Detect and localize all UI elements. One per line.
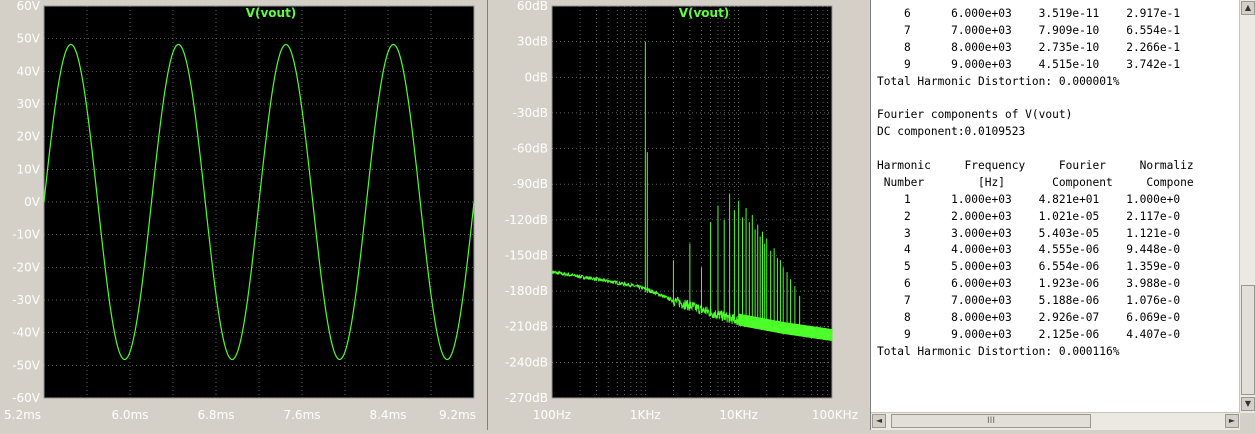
y-tick-label: 20V [17,130,41,144]
splitter[interactable] [478,0,487,430]
scroll-corner [1240,413,1255,430]
log-line: 7 7.000e+03 5.188e-06 1.076e-0 [877,294,1181,308]
log-line: Harmonic Frequency Fourier Normaliz [877,159,1194,173]
y-tick-label: -60V [12,391,41,405]
scroll-left-button[interactable]: ◄ [872,414,886,428]
x-tick-label: 100Hz [533,408,571,422]
y-tick-label: -20V [12,260,41,274]
vertical-scrollbar[interactable]: ▲ ▼ [1239,0,1255,413]
log-line: 6 6.000e+03 3.519e-11 2.917e-1 [877,7,1181,20]
x-tick-label: 6.0ms [111,408,148,422]
x-tick-label: 100KHz [812,408,858,422]
scroll-thumb-horizontal[interactable]: III [891,414,1091,428]
time-domain-pane: 60V 50V 40V 30V 20V 10V 0V -10V -20V -30V -40V -50V… [0,0,479,430]
fourier-log-text: 6 6.000e+03 3.519e-11 2.917e-1 7 7.000e+… [877,6,1229,396]
log-line [877,141,1229,158]
log-line: 7 7.000e+03 7.909e-10 6.554e-1 [877,23,1181,37]
log-line: 4 4.000e+03 4.555e-06 9.448e-0 [877,243,1181,257]
log-line: 5 5.000e+03 6.554e-06 1.359e-0 [877,260,1181,274]
log-line: 1 1.000e+03 4.821e+01 1.000e+0 [877,192,1181,206]
log-line: DC component:0.0109523 [877,125,1026,139]
fft-chart[interactable]: 60dB 30dB 0dB -30dB -60dB -90dB -120dB -150dB -1… [488,0,862,430]
trace-label: V(vout) [246,6,297,20]
log-line [877,90,1229,107]
y-tick-label: -40V [12,326,41,340]
y-tick-label: 60V [17,0,41,13]
x-tick-label: 9.2ms [439,408,476,422]
fft-pane: 60dB 30dB 0dB -30dB -60dB -90dB -120dB -150dB -1… [487,0,863,430]
splitter[interactable] [861,0,870,430]
y-tick-label: 60dB [517,0,548,13]
y-tick-label: -210dB [505,320,548,334]
y-tick-label: -60dB [513,142,548,156]
time-domain-chart[interactable]: 60V 50V 40V 30V 20V 10V 0V -10V -20V -30V -40V -50V… [0,0,478,430]
plot-area [551,5,833,399]
y-tick-label: 10V [17,162,41,176]
x-tick-label: 10KHz [719,408,757,422]
log-line: 8 8.000e+03 2.735e-10 2.266e-1 [877,40,1181,54]
log-line: Number [Hz] Component Compone [877,175,1194,189]
y-tick-label: 0V [24,195,41,209]
log-line: 9 9.000e+03 2.125e-06 4.407e-0 [877,327,1181,341]
y-tick-label: -50V [12,358,41,372]
scroll-up-button[interactable]: ▲ [1241,1,1255,15]
x-tick-label: 5.2ms [4,408,41,422]
y-tick-label: -10V [12,228,41,242]
sine-trace [43,43,475,361]
y-tick-label: 30dB [517,35,548,49]
log-line: 9 9.000e+03 4.515e-10 3.742e-1 [877,57,1181,71]
x-tick-label: 8.4ms [369,408,406,422]
y-tick-label: -30V [12,293,41,307]
x-tick-label: 6.8ms [197,408,234,422]
log-line: Total Harmonic Distortion: 0.000116% [877,344,1120,358]
y-tick-label: -30dB [513,106,548,120]
y-tick-label: -120dB [505,213,548,227]
log-line: 6 6.000e+03 1.923e-06 3.988e-0 [877,277,1181,291]
log-line: 8 8.000e+03 2.926e-07 6.069e-0 [877,311,1181,325]
y-tick-label: 0dB [525,70,548,84]
y-tick-label: -150dB [505,248,548,262]
x-tick-label: 7.6ms [283,408,320,422]
trace-label: V(vout) [679,6,730,20]
scroll-right-button[interactable]: ► [1225,414,1239,428]
log-line: 2 2.000e+03 1.021e-05 2.117e-0 [877,209,1181,223]
x-tick-label: 1KHz [630,408,661,422]
scroll-down-button[interactable]: ▼ [1241,397,1255,411]
log-line: Total Harmonic Distortion: 0.000001% [877,74,1120,88]
y-tick-label: -90dB [513,177,548,191]
scroll-thumb[interactable] [1241,285,1255,395]
log-line: Fourier components of V(vout) [877,108,1073,122]
y-tick-label: 40V [17,64,41,78]
y-tick-label: 30V [17,97,41,111]
horizontal-scrollbar[interactable]: ◄ III ► [871,412,1240,430]
y-tick-label: -180dB [505,284,548,298]
log-line: 3 3.000e+03 5.403e-05 1.121e-0 [877,226,1181,240]
y-tick-label: -270dB [505,391,548,405]
y-tick-label: 50V [17,32,41,46]
y-tick-label: -240dB [505,355,548,369]
error-log-pane: 6 6.000e+03 3.519e-11 2.917e-1 7 7.000e+… [870,0,1255,430]
